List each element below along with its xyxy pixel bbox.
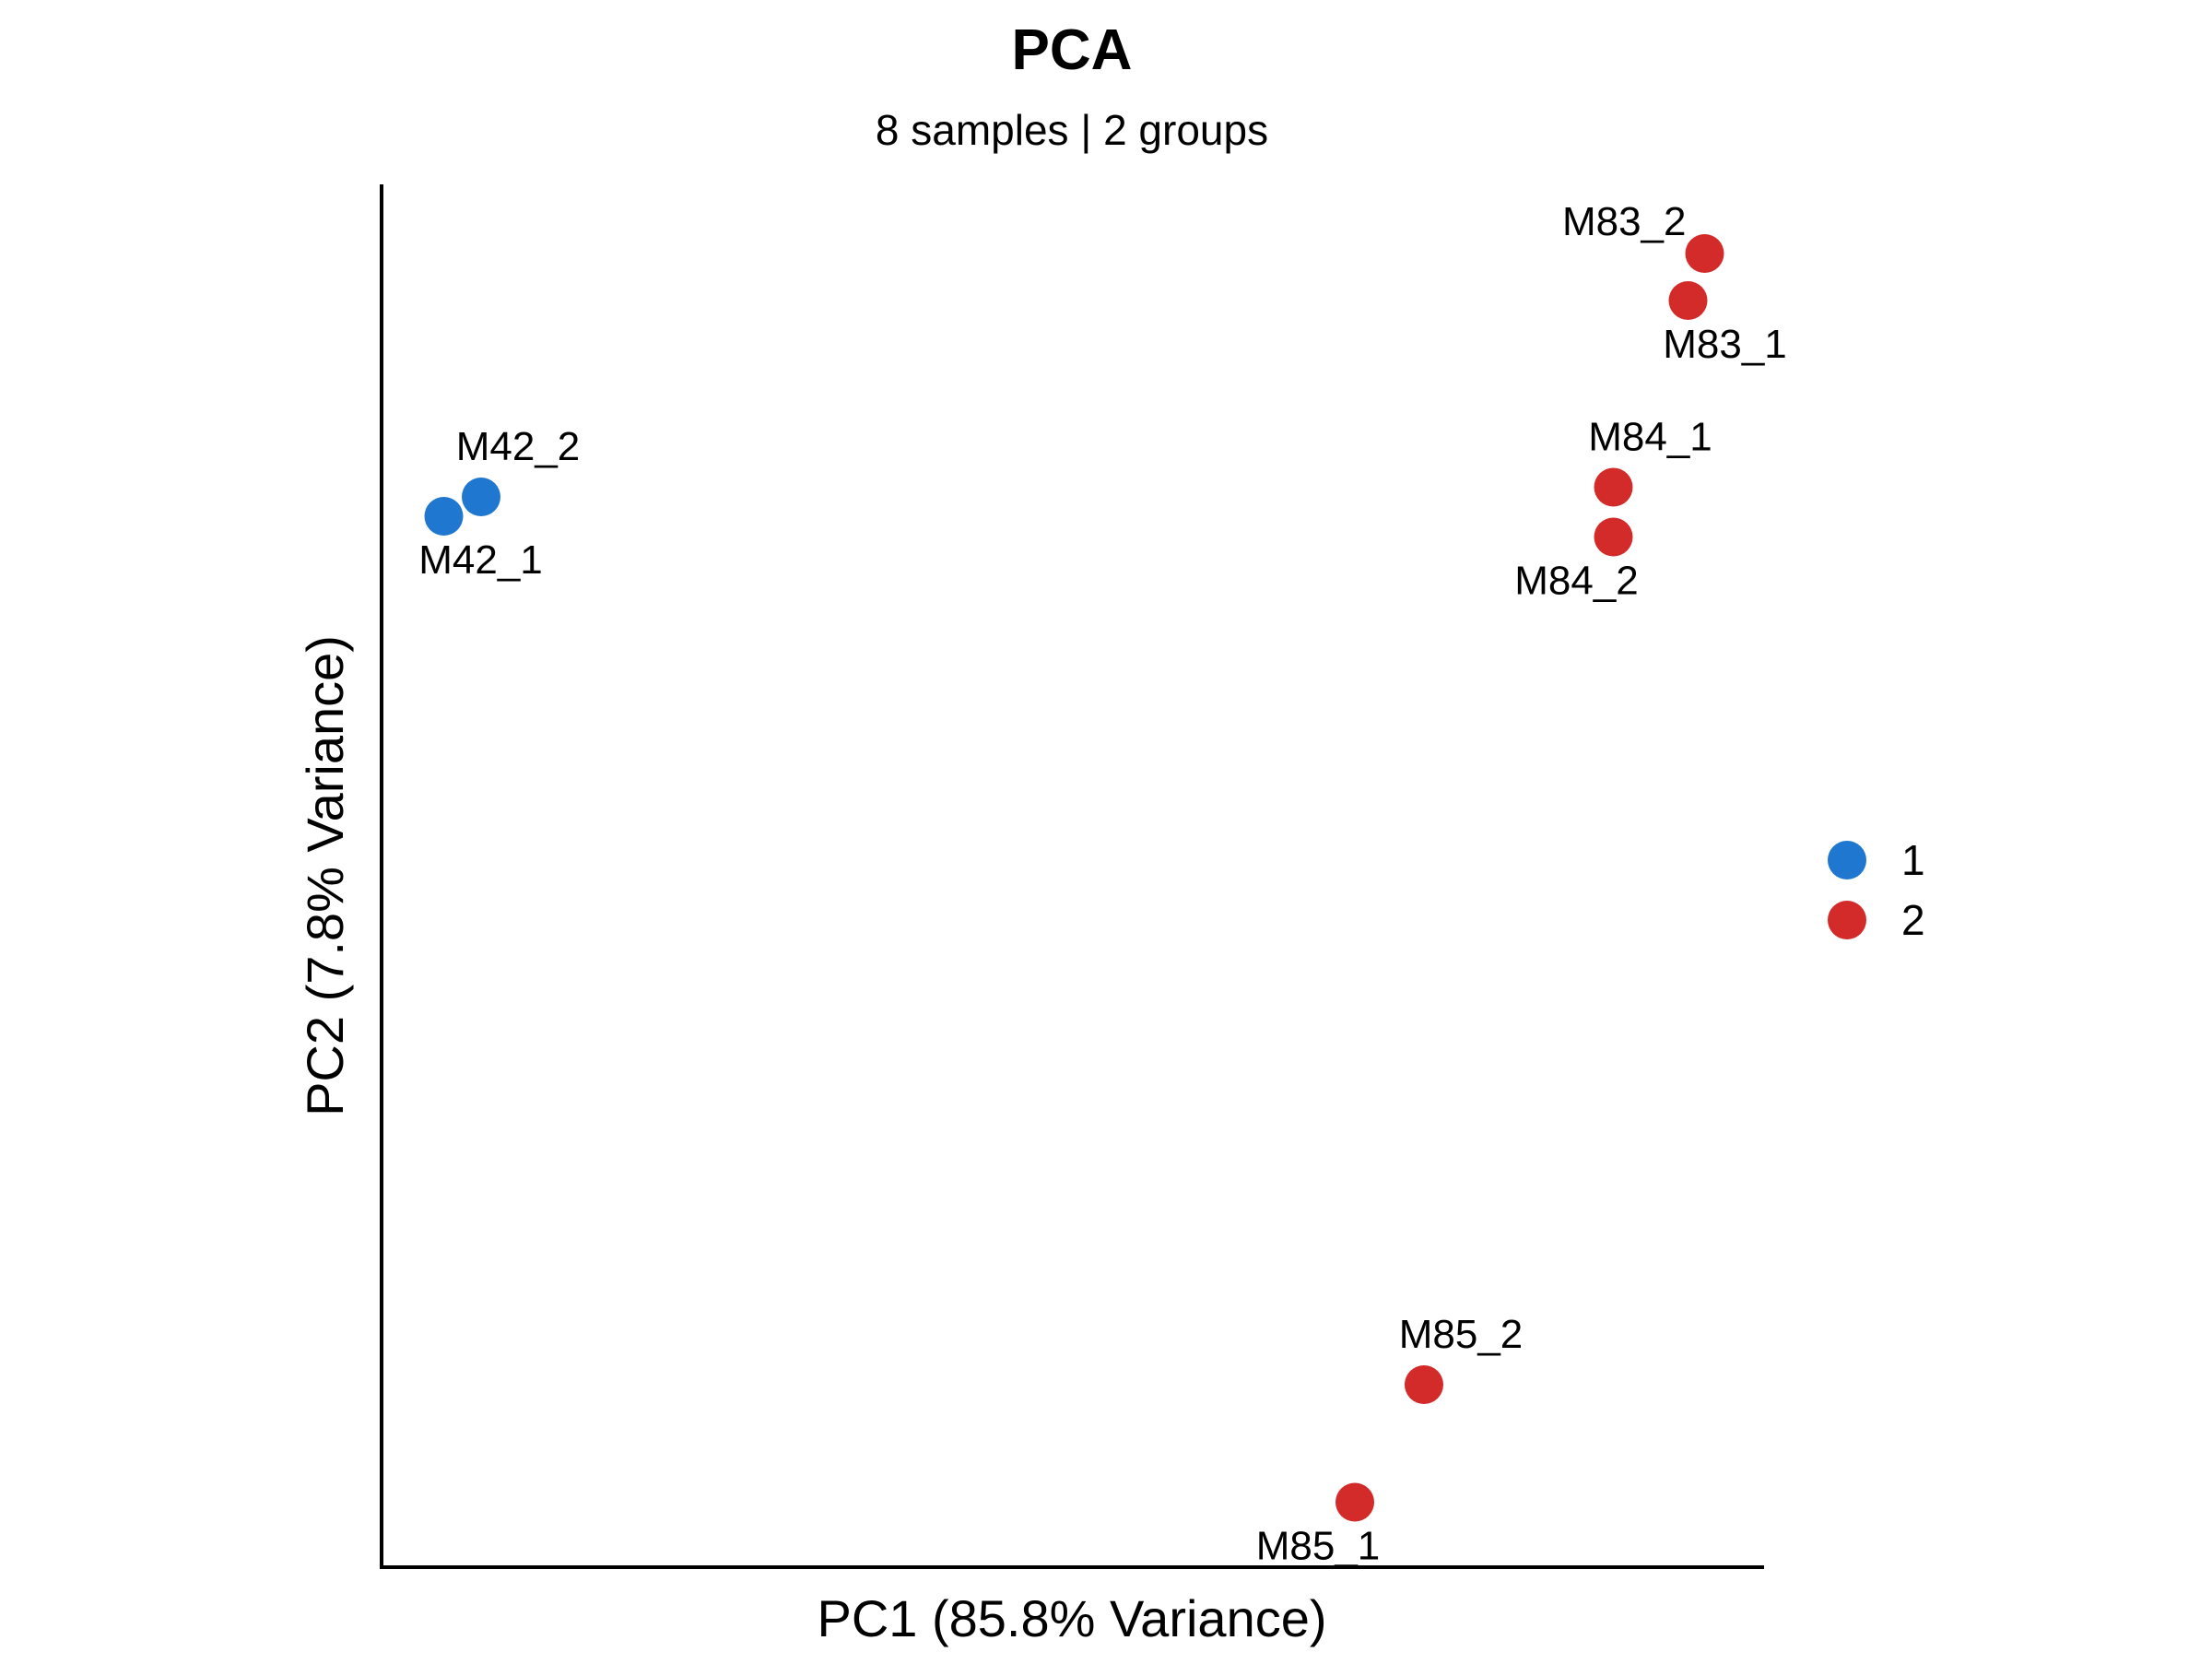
data-point-m84-1	[1594, 467, 1633, 507]
data-point-m85-2	[1405, 1365, 1443, 1404]
legend-marker-group-1	[1828, 841, 1866, 879]
point-label-m83-2: M83_2	[1562, 199, 1687, 244]
legend-label-group-2: 2	[1901, 896, 1925, 944]
data-point-m83-1	[1668, 281, 1708, 320]
point-labels-layer: M42_1 M42_2 M83_2 M83_1 M84_1 M84_2 M85_2 M85_1	[418, 199, 1787, 1569]
data-point-m42-1	[424, 497, 464, 536]
point-label-m83-1: M83_1	[1663, 322, 1787, 367]
x-axis-title: PC1 (85.8% Variance)	[818, 1589, 1327, 1647]
point-label-m84-2: M84_2	[1514, 559, 1639, 604]
chart-title: PCA	[1012, 18, 1133, 82]
data-point-m84-2	[1594, 517, 1633, 557]
point-label-m42-2: M42_2	[456, 424, 581, 469]
point-label-m42-1: M42_1	[418, 537, 543, 583]
data-point-m83-2	[1685, 234, 1724, 273]
point-label-m85-2: M85_2	[1399, 1312, 1524, 1357]
legend: 1 2	[1828, 836, 1925, 944]
points-layer	[424, 234, 1724, 1522]
chart-subtitle: 8 samples | 2 groups	[876, 106, 1268, 154]
data-point-m85-1	[1335, 1482, 1374, 1522]
point-label-m84-1: M84_1	[1588, 415, 1712, 460]
legend-label-group-1: 1	[1901, 836, 1925, 884]
y-axis-title: PC2 (7.8% Variance)	[296, 635, 354, 1116]
point-label-m85-1: M85_1	[1256, 1524, 1381, 1569]
legend-marker-group-2	[1828, 901, 1866, 939]
data-point-m42-2	[462, 478, 500, 516]
